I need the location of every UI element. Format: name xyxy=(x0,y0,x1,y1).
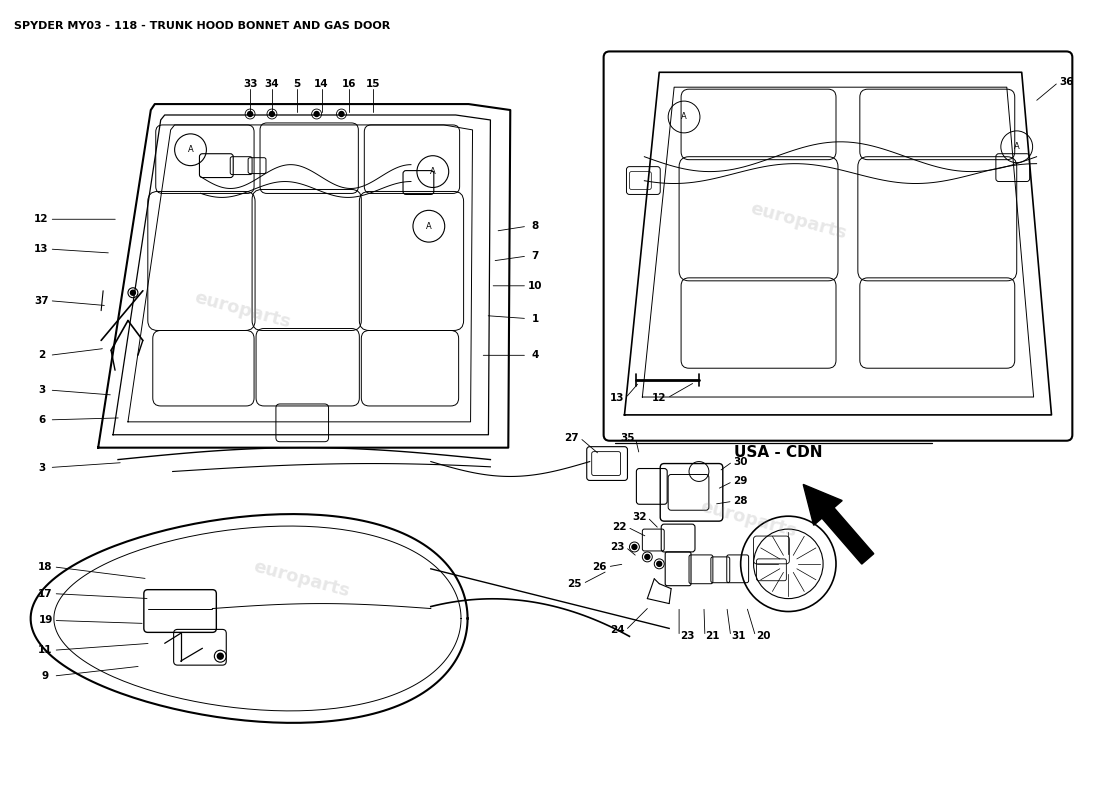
Circle shape xyxy=(645,554,650,559)
FancyBboxPatch shape xyxy=(604,51,1072,441)
Text: SPYDER MY03 - 118 - TRUNK HOOD BONNET AND GAS DOOR: SPYDER MY03 - 118 - TRUNK HOOD BONNET AN… xyxy=(14,21,390,30)
Text: A: A xyxy=(430,167,436,176)
Circle shape xyxy=(270,111,274,117)
Circle shape xyxy=(218,654,223,659)
Text: 2: 2 xyxy=(37,350,45,360)
Text: 26: 26 xyxy=(593,562,607,572)
Text: 24: 24 xyxy=(610,626,625,635)
Circle shape xyxy=(131,290,135,295)
Circle shape xyxy=(315,111,319,117)
Text: 37: 37 xyxy=(34,296,48,306)
Text: 6: 6 xyxy=(37,415,45,425)
Circle shape xyxy=(657,562,662,566)
Text: europarts: europarts xyxy=(748,200,848,242)
Text: europarts: europarts xyxy=(698,498,799,541)
Text: 7: 7 xyxy=(531,251,539,261)
Text: USA - CDN: USA - CDN xyxy=(734,445,823,460)
Text: 20: 20 xyxy=(757,631,771,642)
Text: 31: 31 xyxy=(732,631,746,642)
Text: 4: 4 xyxy=(531,350,539,360)
Text: 22: 22 xyxy=(613,522,627,532)
Text: 13: 13 xyxy=(610,393,625,403)
Text: 25: 25 xyxy=(568,578,582,589)
Text: 15: 15 xyxy=(366,79,381,90)
Text: A: A xyxy=(426,222,431,230)
Circle shape xyxy=(631,545,637,550)
Text: 23: 23 xyxy=(680,631,694,642)
Text: 18: 18 xyxy=(39,562,53,572)
Text: 5: 5 xyxy=(293,79,300,90)
Text: europarts: europarts xyxy=(252,558,352,600)
Text: 17: 17 xyxy=(39,589,53,598)
Text: 19: 19 xyxy=(39,615,53,626)
Text: 12: 12 xyxy=(34,214,48,224)
Text: 3: 3 xyxy=(37,462,45,473)
Text: europarts: europarts xyxy=(191,289,293,332)
Text: 8: 8 xyxy=(531,222,539,231)
Text: 13: 13 xyxy=(34,244,48,254)
Text: 14: 14 xyxy=(315,79,329,90)
Text: 28: 28 xyxy=(734,496,748,506)
Text: 12: 12 xyxy=(652,393,667,403)
Circle shape xyxy=(339,111,344,117)
Circle shape xyxy=(248,111,253,117)
Text: 34: 34 xyxy=(265,79,279,90)
Text: 35: 35 xyxy=(620,433,635,442)
Text: 1: 1 xyxy=(531,314,539,323)
Text: 23: 23 xyxy=(610,542,625,552)
Text: 36: 36 xyxy=(1059,78,1074,87)
Text: A: A xyxy=(681,113,686,122)
Text: 10: 10 xyxy=(528,281,542,290)
Text: A: A xyxy=(1014,142,1020,151)
Text: 16: 16 xyxy=(342,79,356,90)
FancyArrow shape xyxy=(803,485,873,564)
Text: 21: 21 xyxy=(705,631,720,642)
Text: 29: 29 xyxy=(734,477,748,486)
Text: 3: 3 xyxy=(37,385,45,395)
Text: 27: 27 xyxy=(564,433,580,442)
Text: 9: 9 xyxy=(42,671,50,681)
Text: 30: 30 xyxy=(734,457,748,466)
Text: 32: 32 xyxy=(632,512,647,522)
Text: 11: 11 xyxy=(39,646,53,655)
Text: A: A xyxy=(188,146,194,154)
Text: 33: 33 xyxy=(243,79,257,90)
